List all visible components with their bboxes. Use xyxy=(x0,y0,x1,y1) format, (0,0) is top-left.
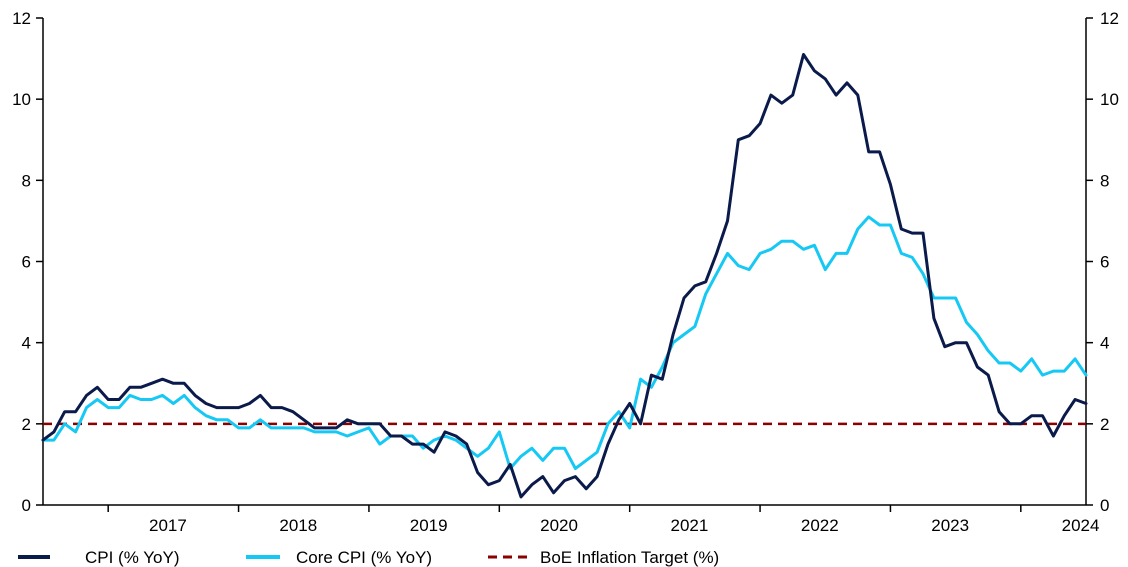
series-lines xyxy=(41,53,1088,499)
x-tick-label: 2018 xyxy=(279,516,317,535)
x-tick-label: 2022 xyxy=(801,516,839,535)
y-tick-label-left: 2 xyxy=(22,415,31,434)
x-tick-label: 2019 xyxy=(410,516,448,535)
series-line-core xyxy=(41,215,1088,470)
y-tick-label-right: 12 xyxy=(1100,9,1119,28)
axes: 0 0 2 2 4 4 6 6 8 8 10 10 12 12 2017 2018 2019 2020 2021 20… xyxy=(12,9,1119,535)
y-tick-label-left: 0 xyxy=(22,496,31,515)
series-line-cpi xyxy=(41,53,1088,499)
y-tick-label-left: 6 xyxy=(22,253,31,272)
legend-label-core: Core CPI (% YoY) xyxy=(296,548,432,567)
legend-label-cpi: CPI (% YoY) xyxy=(85,548,180,567)
x-tick-label: 2024 xyxy=(1062,516,1100,535)
y-tick-label-left: 10 xyxy=(12,90,31,109)
y-tick-label-right: 2 xyxy=(1100,415,1109,434)
x-tick-label: 2017 xyxy=(149,516,187,535)
y-tick-label-left: 12 xyxy=(12,9,31,28)
y-tick-label-right: 8 xyxy=(1100,171,1109,190)
y-tick-label-left: 4 xyxy=(22,334,31,353)
y-tick-label-right: 0 xyxy=(1100,496,1109,515)
y-tick-label-right: 4 xyxy=(1100,334,1109,353)
y-tick-label-right: 10 xyxy=(1100,90,1119,109)
x-tick-label: 2021 xyxy=(671,516,709,535)
legend: CPI (% YoY) Core CPI (% YoY) BoE Inflati… xyxy=(18,548,719,567)
x-tick-label: 2020 xyxy=(540,516,578,535)
legend-label-target: BoE Inflation Target (%) xyxy=(540,548,719,567)
y-tick-label-left: 8 xyxy=(22,171,31,190)
x-tick-label: 2023 xyxy=(931,516,969,535)
y-tick-label-right: 6 xyxy=(1100,253,1109,272)
